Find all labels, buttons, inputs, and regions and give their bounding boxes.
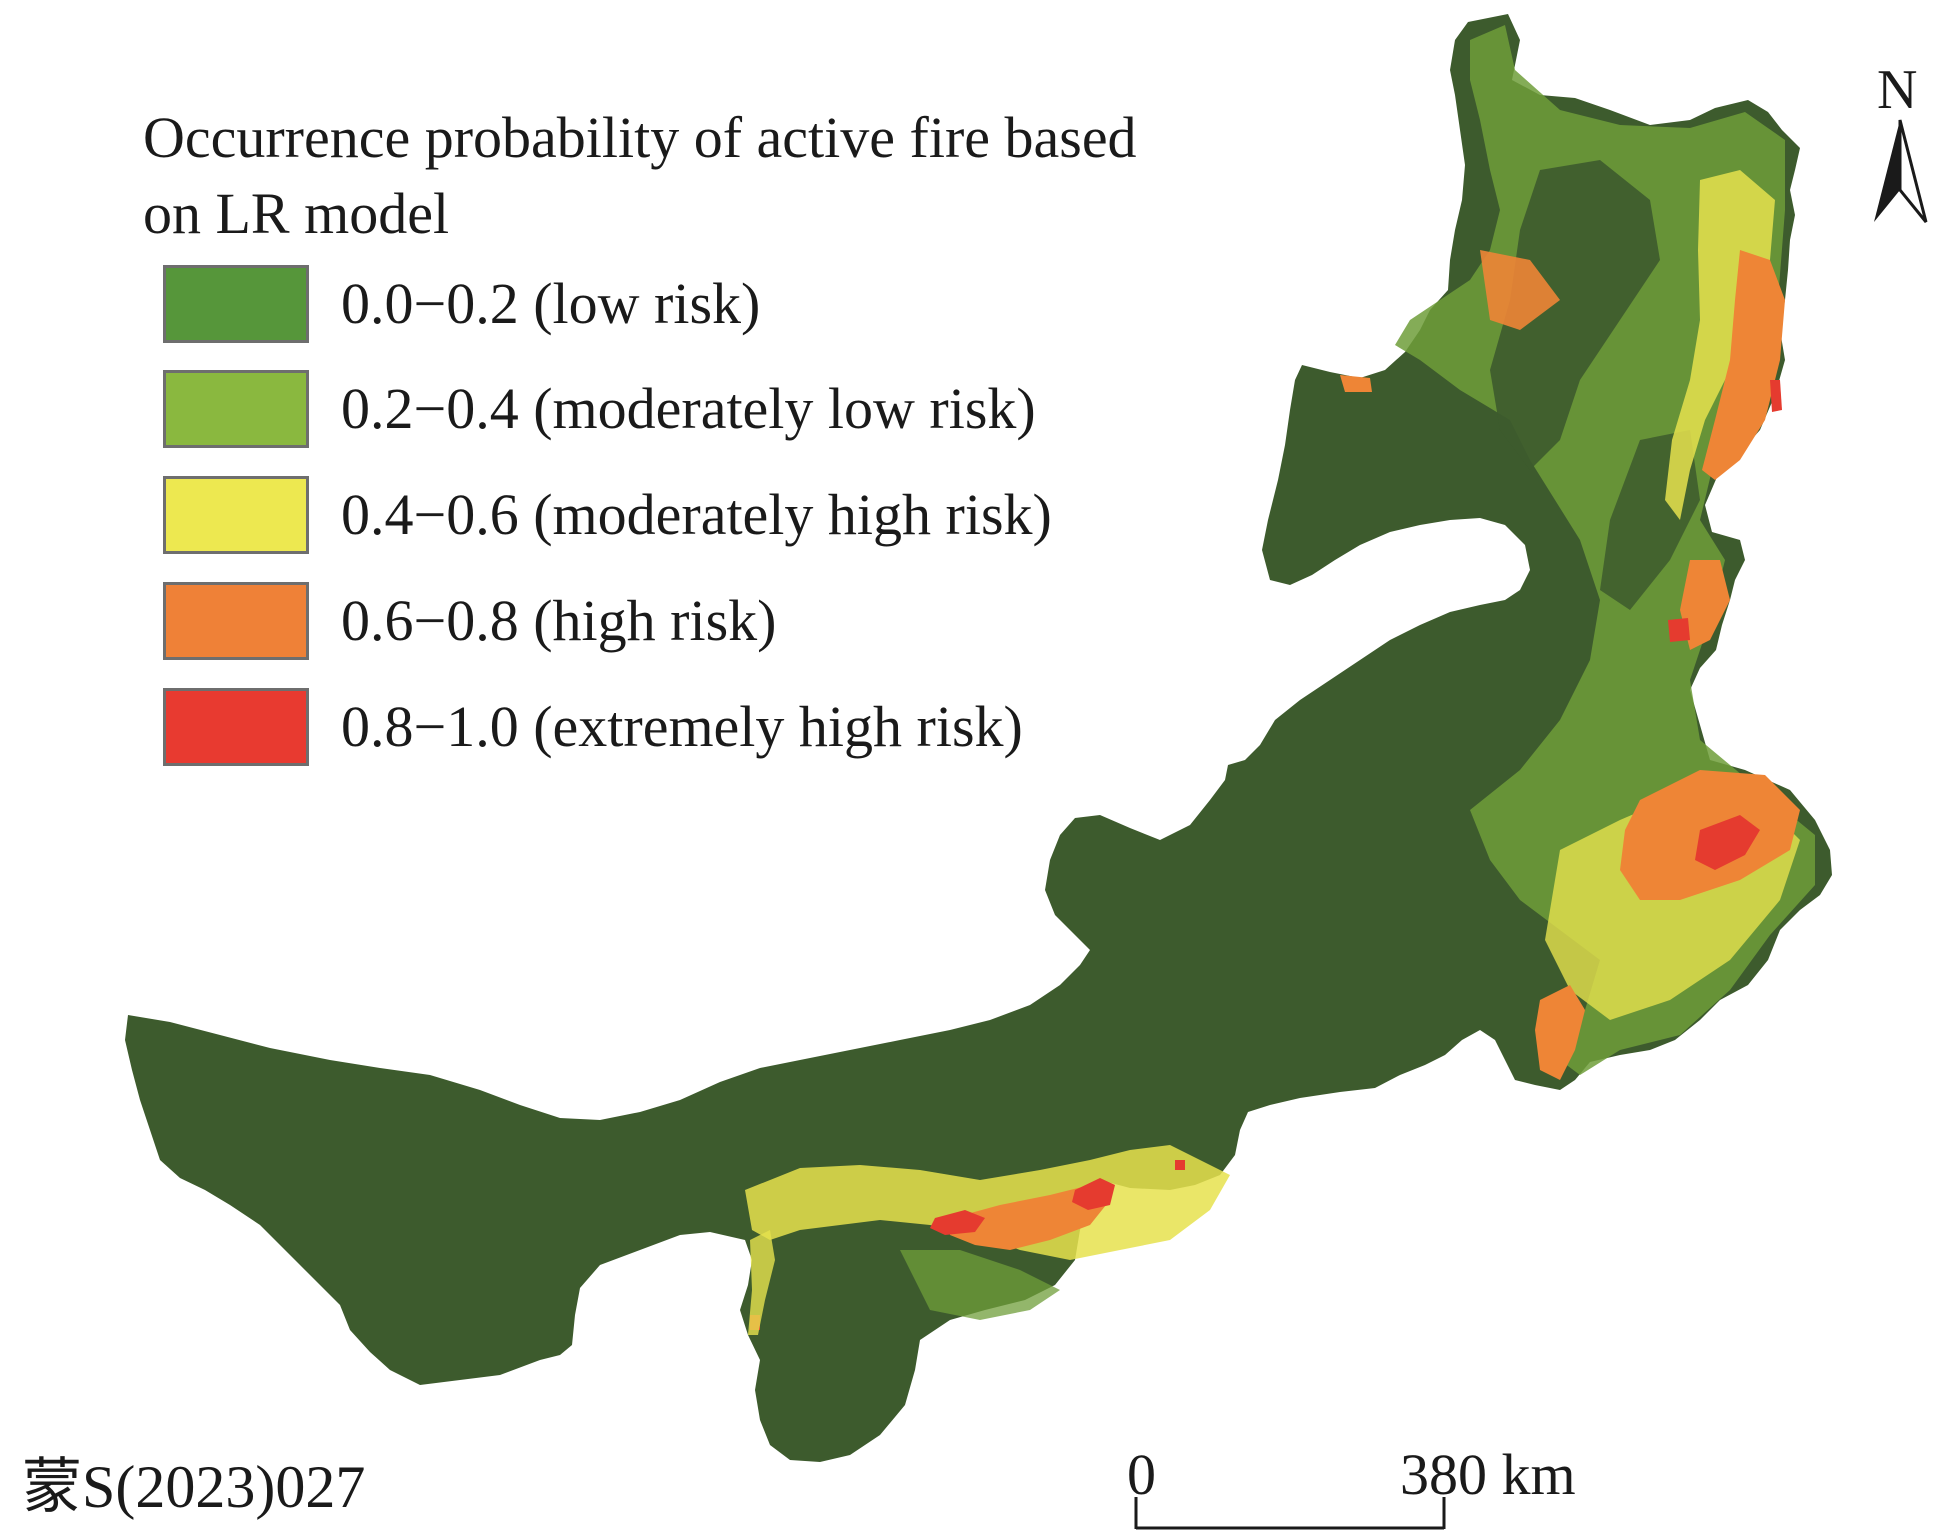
zone-extreme-east-edge (1770, 380, 1782, 412)
zone-moderately-low-south (900, 1250, 1060, 1320)
legend: Occurrence probability of active fire ba… (143, 100, 1183, 766)
scale-start-label: 0 (1127, 1442, 1156, 1507)
zone-extreme-south-west (930, 1210, 985, 1235)
zone-high-south-band (945, 1185, 1110, 1250)
zone-moderately-high-west-arc (748, 1230, 775, 1335)
legend-swatch-extreme (163, 688, 309, 766)
legend-title: Occurrence probability of active fire ba… (143, 105, 1137, 246)
legend-swatch-moderately-low (163, 370, 309, 448)
zone-high-east-edge (1702, 250, 1785, 480)
zone-high-east-mid (1680, 560, 1730, 650)
scale-bar (1134, 1497, 1446, 1530)
zone-high-southeast-tail (1535, 985, 1585, 1080)
map-approval-number: 蒙S(2023)027 (22, 1454, 366, 1520)
zone-high-northwest-tip (1340, 375, 1372, 392)
zone-extreme-east-mid (1668, 618, 1690, 642)
legend-swatch-low (163, 265, 309, 343)
zone-extreme-small-south (1175, 1160, 1185, 1170)
zone-moderately-high-south-band (745, 1145, 1230, 1260)
scale-end-label: 380 km (1400, 1442, 1576, 1507)
legend-label-low: 0.0−0.2 (low risk) (341, 271, 761, 336)
zone-extreme-southeast (1695, 815, 1760, 870)
zone-high-north-streak (1480, 250, 1560, 330)
legend-label-high: 0.6−0.8 (high risk) (341, 588, 777, 653)
legend-label-moderately-high: 0.4−0.6 (moderately high risk) (341, 482, 1052, 547)
north-arrow-icon (1874, 119, 1928, 223)
region-base (125, 14, 1832, 1462)
zone-low-interior-patch (1490, 160, 1660, 470)
north-label: N (1877, 59, 1918, 121)
zone-extreme-south-east (1072, 1178, 1115, 1210)
legend-label-extreme: 0.8−1.0 (extremely high risk) (341, 694, 1023, 759)
legend-swatch-high (163, 582, 309, 660)
legend-label-moderately-low: 0.2−0.4 (moderately low risk) (341, 376, 1036, 441)
legend-swatch-moderately-high (163, 476, 309, 554)
